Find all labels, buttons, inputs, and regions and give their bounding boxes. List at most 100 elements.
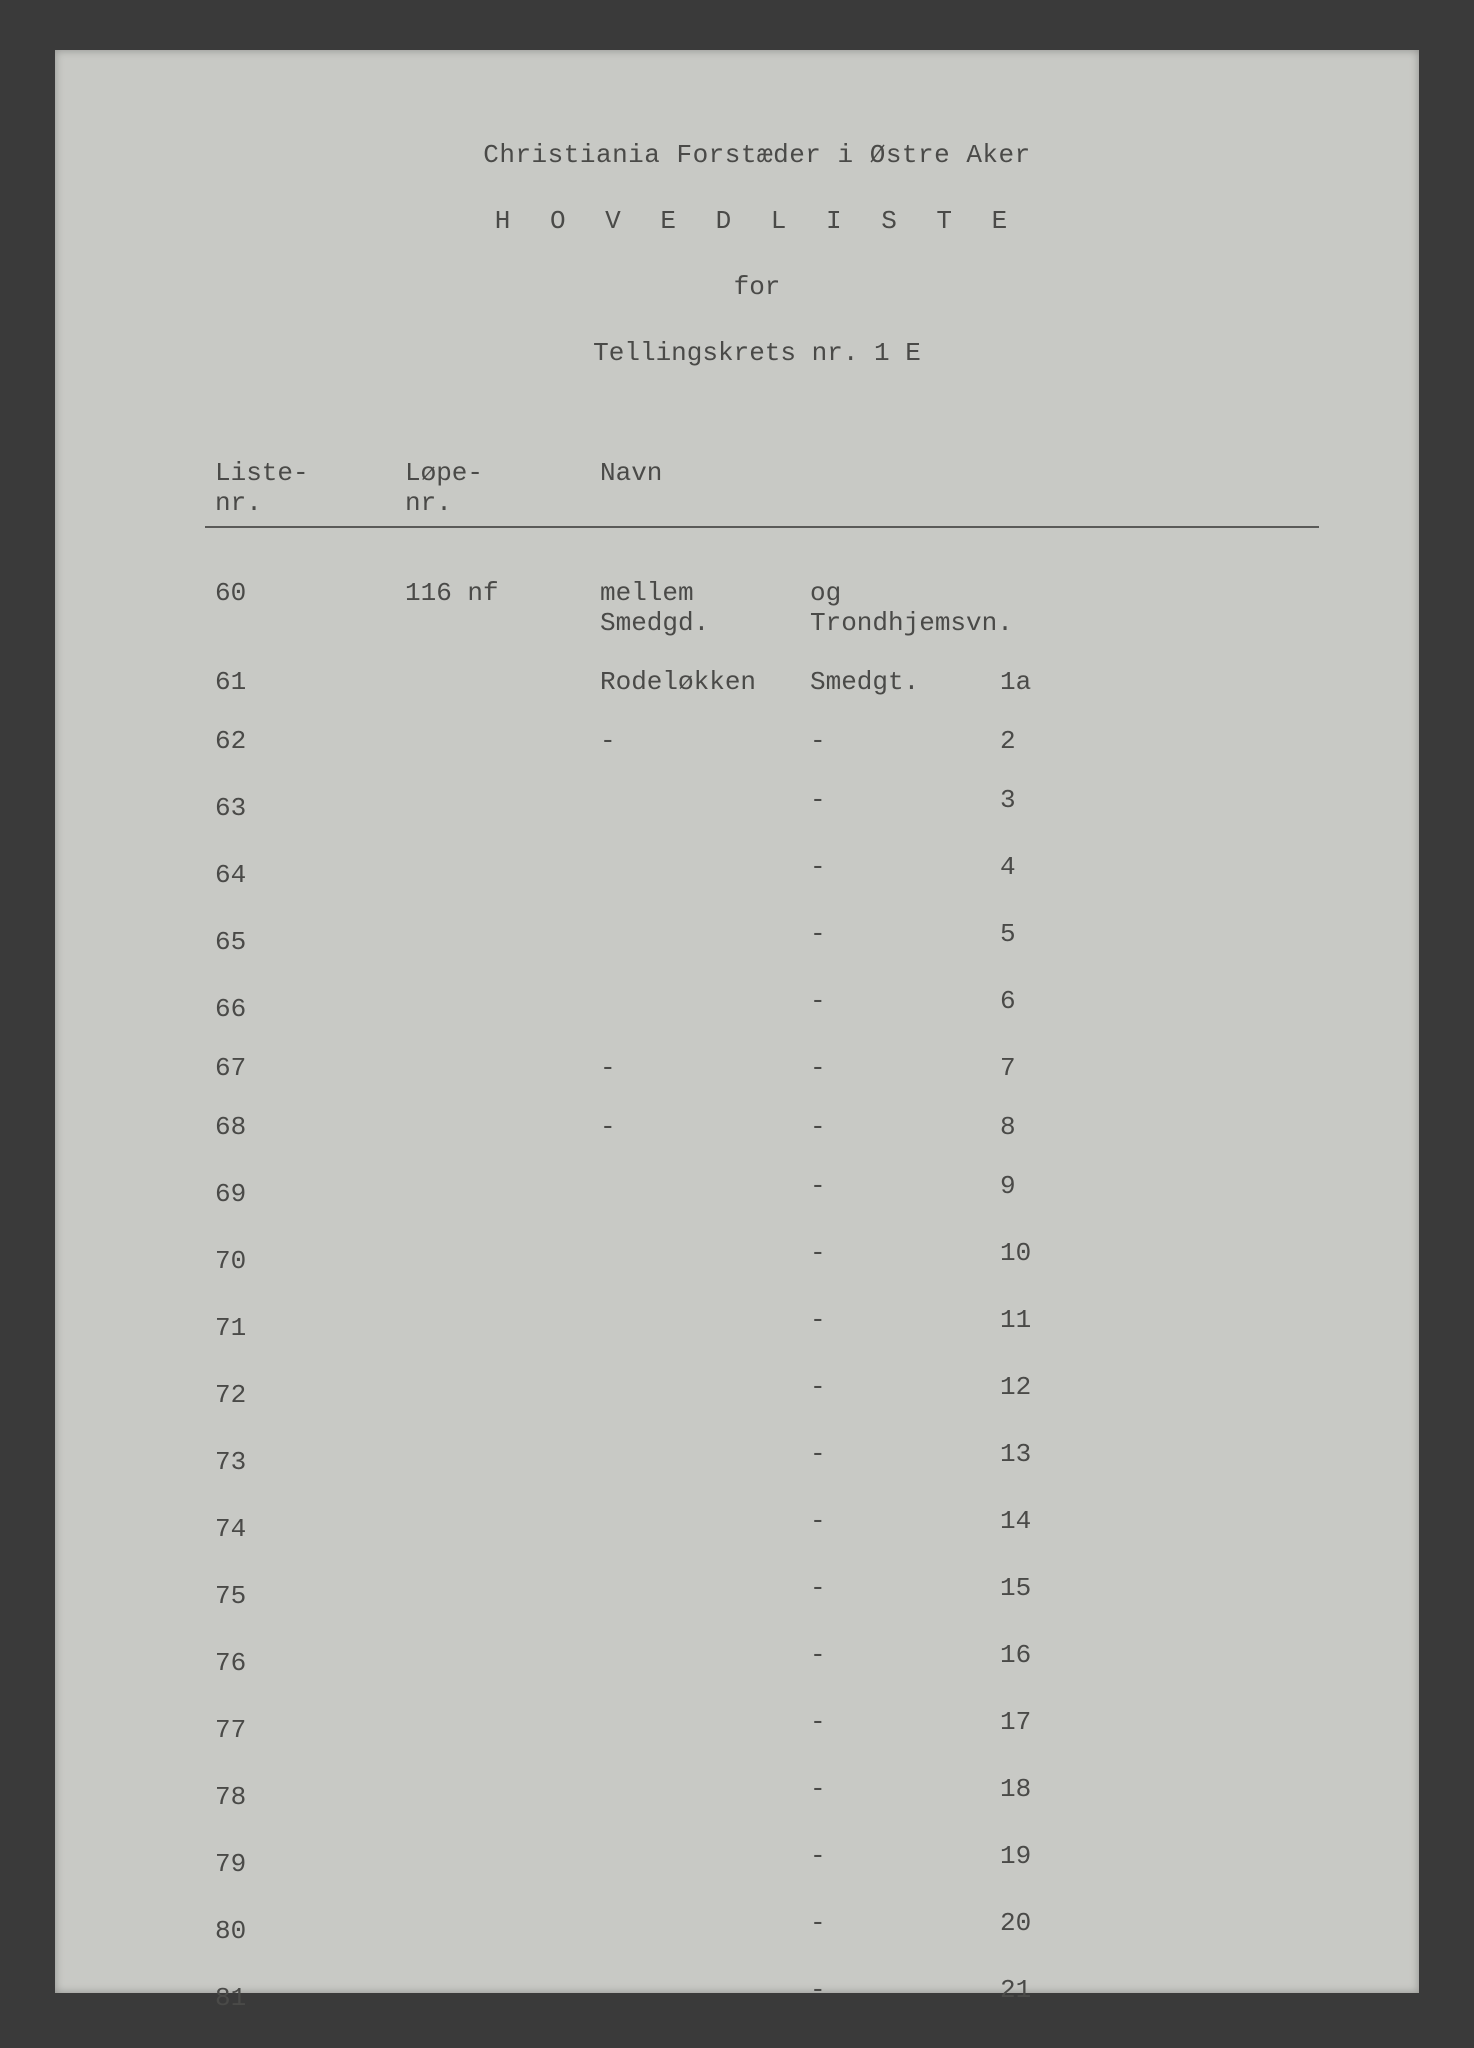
navn-part2: - bbox=[810, 1439, 1000, 1469]
navn-part3: 6 bbox=[1000, 986, 1319, 1016]
navn-part2: - bbox=[810, 1640, 1000, 1670]
navn-part2: - bbox=[810, 1171, 1000, 1201]
navn-cell: -14 bbox=[600, 1506, 1319, 1536]
liste-cell: 71 bbox=[215, 1313, 405, 1343]
navn-cell: -12 bbox=[600, 1372, 1319, 1402]
navn-part1 bbox=[600, 785, 810, 815]
liste-header-line1: Liste- bbox=[215, 458, 405, 488]
navn-part1 bbox=[600, 1975, 810, 2005]
navn-part2: - bbox=[810, 1305, 1000, 1335]
navn-cell: -5 bbox=[600, 919, 1319, 949]
tellings-label: Tellingskrets nr. 1 E bbox=[195, 338, 1319, 368]
table-row: 64 -4 bbox=[215, 852, 1319, 890]
navn-part2: - bbox=[810, 1975, 1000, 2005]
navn-part1 bbox=[600, 1238, 810, 1268]
navn-part3: 21 bbox=[1000, 1975, 1319, 2005]
table-row: 72 -12 bbox=[215, 1372, 1319, 1410]
navn-part1 bbox=[600, 1707, 810, 1737]
liste-cell: 72 bbox=[215, 1380, 405, 1410]
table-row: 73-13 bbox=[215, 1439, 1319, 1477]
navn-part1: - bbox=[600, 1053, 810, 1083]
navn-part2: - bbox=[810, 919, 1000, 949]
navn-part1 bbox=[600, 986, 810, 1016]
navn-part2: - bbox=[810, 1707, 1000, 1737]
navn-part2: - bbox=[810, 1908, 1000, 1938]
navn-cell: mellem Smedgd.og Trondhjemsvn. bbox=[600, 578, 1319, 638]
navn-part2: - bbox=[810, 1372, 1000, 1402]
navn-part3: 8 bbox=[1000, 1112, 1319, 1142]
navn-part2: - bbox=[810, 785, 1000, 815]
navn-part3: 2 bbox=[1000, 726, 1319, 756]
table-row: 81-21 bbox=[215, 1975, 1319, 2013]
liste-cell: 64 bbox=[215, 860, 405, 890]
liste-cell: 62 bbox=[215, 726, 405, 756]
navn-part1 bbox=[600, 1908, 810, 1938]
table-row: 78-18 bbox=[215, 1774, 1319, 1812]
liste-cell: 66 bbox=[215, 994, 405, 1024]
navn-cell: -9 bbox=[600, 1171, 1319, 1201]
navn-part2: - bbox=[810, 1506, 1000, 1536]
table-row: 79-19 bbox=[215, 1841, 1319, 1879]
table-row: 60116 nfmellem Smedgd.og Trondhjemsvn. bbox=[215, 578, 1319, 638]
table-row: 74 -14 bbox=[215, 1506, 1319, 1544]
main-title: H O V E D L I S T E bbox=[195, 206, 1319, 236]
table-row: 62--2 bbox=[215, 726, 1319, 756]
table-row: 77 -17 bbox=[215, 1707, 1319, 1745]
liste-cell: 77 bbox=[215, 1715, 405, 1745]
navn-part3: 19 bbox=[1000, 1841, 1319, 1871]
navn-part3: 11 bbox=[1000, 1305, 1319, 1335]
table-row: 76-16 bbox=[215, 1640, 1319, 1678]
navn-cell: -21 bbox=[600, 1975, 1319, 2005]
header-divider bbox=[205, 526, 1319, 528]
lope-header-line2: nr. bbox=[405, 488, 600, 518]
liste-cell: 74 bbox=[215, 1514, 405, 1544]
navn-part2: - bbox=[810, 1573, 1000, 1603]
liste-cell: 69 bbox=[215, 1179, 405, 1209]
table-row: 63 -3 bbox=[215, 785, 1319, 823]
navn-part2: - bbox=[810, 1238, 1000, 1268]
document-header: Christiania Forstæder i Østre Aker H O V… bbox=[195, 140, 1319, 368]
navn-part3: 15 bbox=[1000, 1573, 1319, 1603]
navn-part1 bbox=[600, 919, 810, 949]
table-row: 69 -9 bbox=[215, 1171, 1319, 1209]
navn-part3: 9 bbox=[1000, 1171, 1319, 1201]
navn-part3: 4 bbox=[1000, 852, 1319, 882]
navn-part1: - bbox=[600, 726, 810, 756]
navn-part1 bbox=[600, 1506, 810, 1536]
navn-part3: 3 bbox=[1000, 785, 1319, 815]
navn-part1 bbox=[600, 852, 810, 882]
navn-cell: -16 bbox=[600, 1640, 1319, 1670]
navn-part3: 17 bbox=[1000, 1707, 1319, 1737]
navn-header-label: Navn bbox=[600, 458, 1319, 488]
table-row: 70-10 bbox=[215, 1238, 1319, 1276]
navn-cell: -15 bbox=[600, 1573, 1319, 1603]
table-row: 61 RodeløkkenSmedgt.1a bbox=[215, 667, 1319, 697]
navn-part3: 13 bbox=[1000, 1439, 1319, 1469]
navn-part2: - bbox=[810, 852, 1000, 882]
liste-cell: 63 bbox=[215, 793, 405, 823]
navn-cell: RodeløkkenSmedgt.1a bbox=[600, 667, 1319, 697]
table-row: 65-5 bbox=[215, 919, 1319, 957]
navn-cell: -4 bbox=[600, 852, 1319, 882]
lope-header: Løpe- nr. bbox=[405, 458, 600, 518]
navn-part3: 14 bbox=[1000, 1506, 1319, 1536]
data-rows-container: 60116 nfmellem Smedgd.og Trondhjemsvn.61… bbox=[195, 578, 1319, 2013]
navn-cell: --2 bbox=[600, 726, 1319, 756]
table-row: 80-20 bbox=[215, 1908, 1319, 1946]
liste-cell: 61 bbox=[215, 667, 405, 697]
navn-part2: - bbox=[810, 1841, 1000, 1871]
liste-cell: 70 bbox=[215, 1246, 405, 1276]
navn-part1 bbox=[600, 1774, 810, 1804]
navn-cell: -19 bbox=[600, 1841, 1319, 1871]
navn-part2: - bbox=[810, 1774, 1000, 1804]
lope-cell: 116 nf bbox=[405, 578, 600, 608]
navn-cell: --8 bbox=[600, 1112, 1319, 1142]
table-row: 66 -6 bbox=[215, 986, 1319, 1024]
navn-part2: - bbox=[810, 726, 1000, 756]
table-row: 75-15 bbox=[215, 1573, 1319, 1611]
navn-cell: -3 bbox=[600, 785, 1319, 815]
navn-part2: - bbox=[810, 986, 1000, 1016]
navn-part1 bbox=[600, 1439, 810, 1469]
navn-part3: 18 bbox=[1000, 1774, 1319, 1804]
table-row: 71 -11 bbox=[215, 1305, 1319, 1343]
